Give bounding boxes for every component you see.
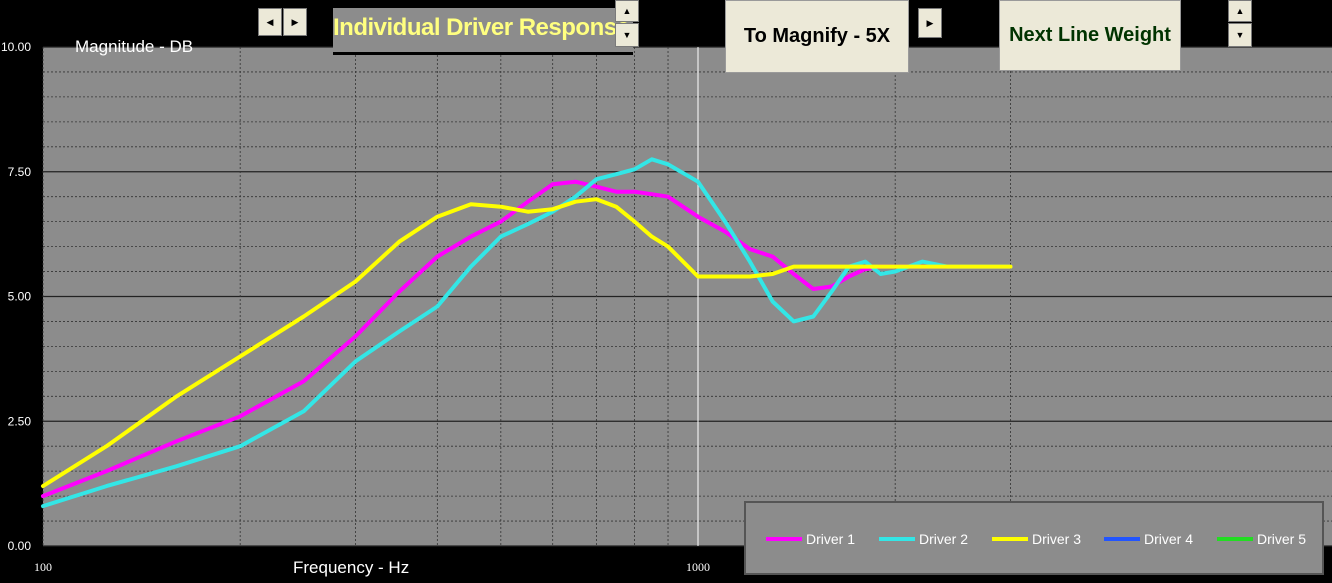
y-axis-ticks: 10.00 7.50 5.00 2.50 0.00 [1, 40, 31, 553]
y-axis-label: Magnitude - DB [75, 37, 193, 56]
legend-item-driver-1: Driver 1 [766, 531, 855, 547]
next-line-weight-button[interactable]: Next Line Weight [999, 0, 1181, 71]
next-arrow-button[interactable]: ▶ [283, 8, 307, 36]
down-arrow-icon: ▼ [622, 30, 632, 40]
legend-swatch [1217, 537, 1253, 541]
title-spin-up-button[interactable]: ▲ [615, 0, 639, 22]
y-tick-label: 5.00 [8, 290, 32, 304]
left-arrow-icon: ◀ [266, 16, 274, 27]
legend-item-driver-2: Driver 2 [879, 531, 968, 547]
legend-swatch [992, 537, 1028, 541]
y-tick-label: 10.00 [1, 40, 31, 54]
x-tick-label: 100 [34, 560, 52, 574]
title-spin-down-button[interactable]: ▼ [615, 23, 639, 47]
down-arrow-icon: ▼ [1235, 30, 1245, 40]
legend-label: Driver 4 [1144, 531, 1194, 547]
legend-item-driver-4: Driver 4 [1104, 531, 1193, 547]
up-arrow-icon: ▲ [622, 6, 632, 16]
legend-label: Driver 3 [1032, 531, 1082, 547]
prev-arrow-button[interactable]: ◀ [258, 8, 282, 36]
legend-swatch [879, 537, 915, 541]
line-weight-spin-down-button[interactable]: ▼ [1228, 23, 1252, 47]
chart-title: Individual Driver Response [333, 8, 633, 55]
y-tick-label: 7.50 [8, 165, 32, 179]
series-line-driver-2 [41, 157, 1013, 509]
legend: Driver 1 Driver 2 Driver 3 Driver 4 Driv… [744, 501, 1324, 575]
right-arrow-icon: ▶ [291, 16, 299, 27]
x-tick-label: 1000 [686, 560, 710, 574]
up-arrow-icon: ▲ [1235, 6, 1245, 16]
y-tick-label: 2.50 [8, 414, 32, 428]
legend-label: Driver 5 [1257, 531, 1307, 547]
series-line-driver-3 [41, 197, 1013, 489]
legend-swatch [1104, 537, 1140, 541]
legend-label: Driver 1 [806, 531, 856, 547]
x-axis-ticks: 100 1000 [34, 560, 710, 574]
legend-label: Driver 2 [919, 531, 969, 547]
grid-lines [42, 46, 1332, 547]
legend-item-driver-3: Driver 3 [992, 531, 1081, 547]
magnify-next-button[interactable]: ▶ [918, 8, 942, 38]
series-lines [41, 157, 1013, 509]
line-weight-spin-up-button[interactable]: ▲ [1228, 0, 1252, 22]
legend-swatch [766, 537, 802, 541]
y-tick-label: 0.00 [8, 539, 32, 553]
magnify-button[interactable]: To Magnify - 5X [725, 0, 909, 73]
legend-item-driver-5: Driver 5 [1217, 531, 1306, 547]
right-arrow-icon: ▶ [926, 17, 934, 28]
x-axis-label: Frequency - Hz [293, 558, 409, 577]
